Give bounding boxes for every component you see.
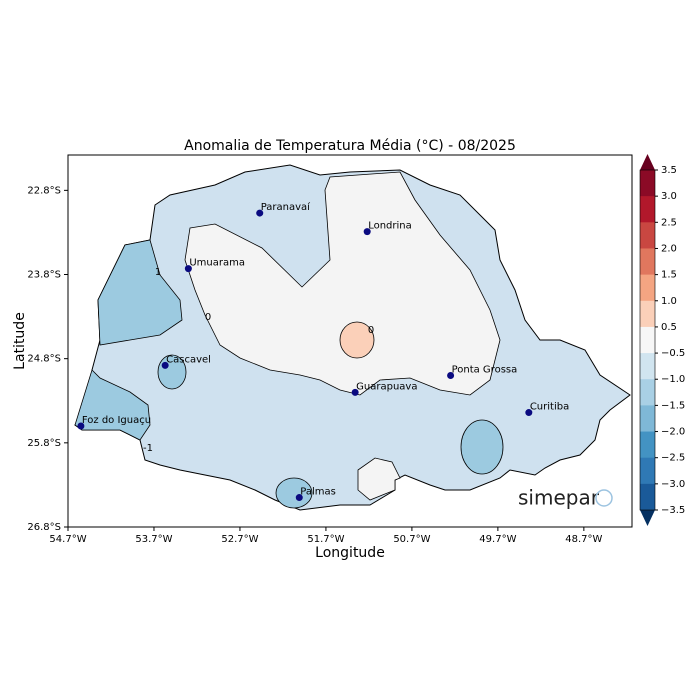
colorbar-segment	[640, 379, 655, 406]
city-marker	[351, 388, 359, 396]
colorbar-segment	[640, 222, 655, 249]
city-label: Foz do Iguaçu	[82, 415, 151, 426]
cool-region	[97, 239, 183, 346]
y-tick-label: 22.8°S	[27, 185, 61, 196]
x-axis-label: Longitude	[315, 545, 385, 561]
city-marker	[256, 209, 264, 217]
x-tick-label: 51.7°W	[307, 534, 344, 545]
colorbar-label: 1.5	[661, 270, 677, 281]
colorbar-label: 3.5	[661, 165, 677, 176]
colorbar-extend	[640, 510, 655, 526]
city-marker	[295, 494, 303, 502]
neutral-region	[357, 457, 401, 501]
contour-label: 0	[205, 312, 211, 323]
colorbar-segment	[640, 483, 655, 511]
colorbar-label: −1.0	[661, 374, 685, 385]
colorbar-segment	[640, 405, 655, 433]
city-marker	[184, 265, 192, 273]
city-label: Guarapuava	[356, 381, 417, 392]
city-label: Umuarama	[189, 258, 245, 269]
y-tick-label: 23.8°S	[27, 270, 61, 281]
colorbar-segment	[640, 248, 655, 276]
x-tick-label: 54.7°W	[49, 534, 86, 545]
y-tick-label: 24.8°S	[27, 354, 61, 365]
y-tick-label: 25.8°S	[27, 438, 61, 449]
x-tick-label: 49.7°W	[479, 534, 516, 545]
y-tick-label: 26.8°S	[27, 522, 61, 533]
x-tick-label: 48.7°W	[565, 534, 602, 545]
colorbar-segment	[640, 326, 655, 354]
colorbar-segment	[640, 353, 655, 380]
city-marker	[161, 361, 169, 369]
colorbar-segment	[640, 431, 655, 459]
city-label: Curitiba	[530, 402, 569, 413]
city-label: Londrina	[368, 221, 412, 232]
city-label: Palmas	[300, 487, 336, 498]
city-marker	[77, 422, 85, 430]
logo: simepar	[518, 486, 600, 510]
warm-region	[339, 321, 375, 359]
colorbar-extend	[640, 154, 655, 170]
colorbar: 3.5 3.0 2.5 2.0 1.5 1.0 0.5 −0.5 −1.0 −1.5 −2.0 −2.…	[639, 154, 685, 526]
colorbar-label: −2.5	[661, 453, 685, 464]
city-marker	[447, 372, 455, 380]
neutral-region	[184, 171, 501, 396]
colorbar-label: 1.0	[661, 296, 677, 307]
axes-frame	[67, 154, 633, 528]
colorbar-label: 2.0	[661, 243, 677, 254]
x-tick-label: 53.7°W	[135, 534, 172, 545]
city-label: Paranavaí	[261, 201, 311, 213]
city-label: Cascavel	[166, 354, 211, 365]
colorbar-label: 0.5	[661, 322, 677, 333]
cool-region	[275, 477, 313, 509]
y-axis-label: Latitude	[12, 312, 28, 370]
x-tick-label: 52.7°W	[221, 534, 258, 545]
city-marker	[363, 228, 371, 236]
x-tick-label: 50.7°W	[393, 534, 430, 545]
colorbar-label: 3.0	[661, 191, 677, 202]
contour-label: 1	[155, 267, 161, 278]
contour-label: -1	[143, 443, 153, 454]
colorbar-label: −1.5	[661, 400, 685, 411]
cool-region	[74, 369, 151, 441]
logo-icon	[595, 489, 613, 507]
map-title: Anomalia de Temperatura Média (°C) - 08/…	[184, 138, 516, 154]
colorbar-label: −0.5	[661, 348, 685, 359]
colorbar-segment	[640, 170, 655, 197]
city-label: Ponta Grossa	[452, 365, 518, 376]
colorbar-label: −3.5	[661, 505, 685, 516]
colorbar-label: −3.0	[661, 479, 685, 490]
colorbar-segment	[640, 300, 655, 328]
colorbar-frame	[639, 169, 656, 511]
colorbar-segment	[640, 457, 655, 485]
colorbar-segment	[640, 196, 655, 223]
cool-region	[460, 419, 504, 475]
colorbar-label: 2.5	[661, 217, 677, 228]
state-map: 0 0 1 -1	[74, 164, 631, 511]
colorbar-segment	[640, 274, 655, 302]
contour-label: 0	[368, 325, 374, 336]
colorbar-label: −2.0	[661, 427, 685, 438]
city-marker	[525, 409, 533, 417]
